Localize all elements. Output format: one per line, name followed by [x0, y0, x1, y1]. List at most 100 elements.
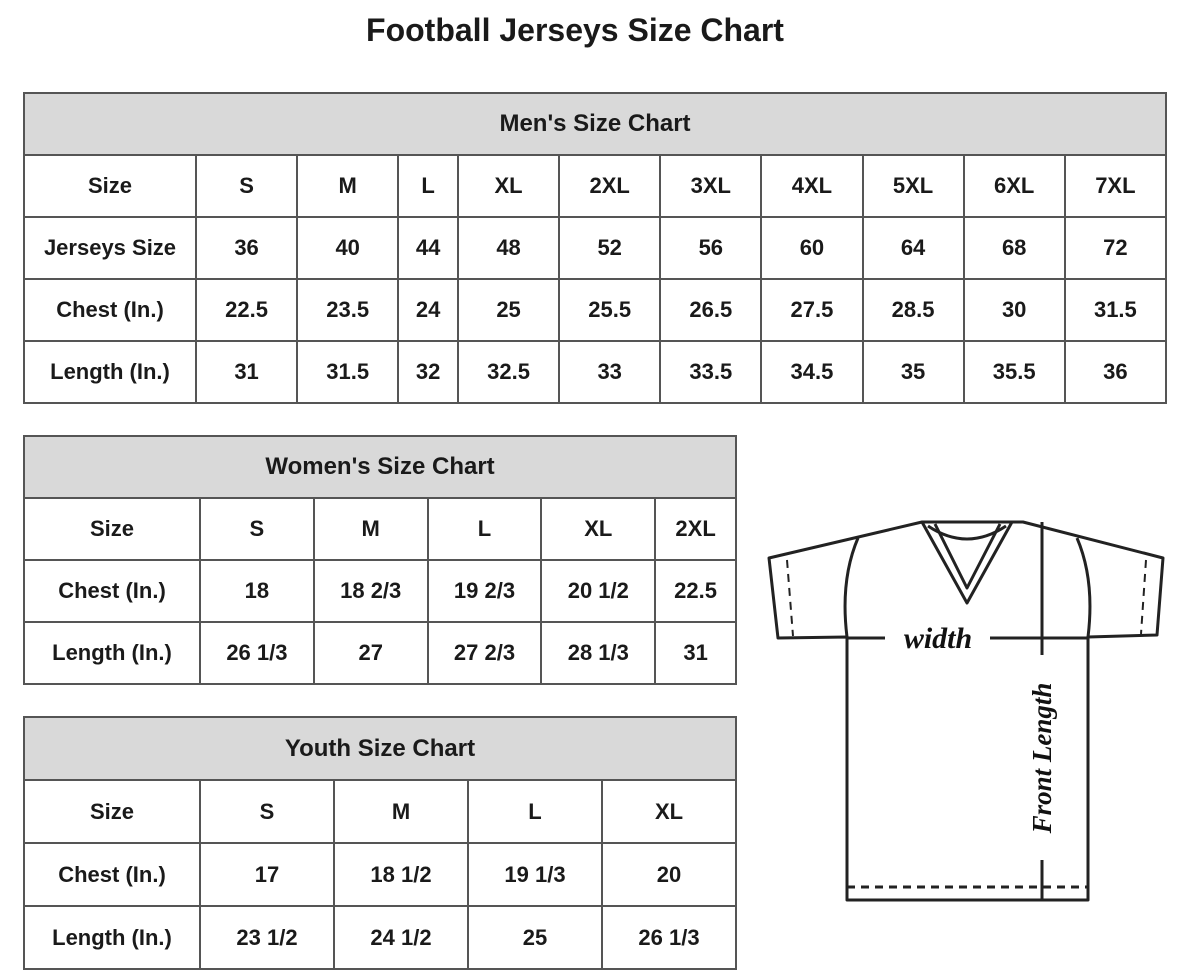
table-cell: 26 1/3 — [199, 621, 315, 685]
table-cell: M — [312, 497, 429, 561]
table-cell: 17 — [199, 842, 335, 907]
table-cell: S — [194, 154, 299, 218]
table-cell: 26.5 — [659, 278, 763, 342]
table-cell: 25 — [467, 905, 603, 970]
women-table-heading: Women's Size Chart — [23, 435, 737, 499]
row-label: Length (In.) — [23, 340, 197, 404]
table-row: Length (In.) 26 1/3 27 27 2/3 28 1/3 31 — [23, 621, 737, 685]
table-cell: 7XL — [1063, 154, 1168, 218]
page-title: Football Jerseys Size Chart — [366, 12, 784, 48]
table-cell: 20 1/2 — [540, 559, 657, 623]
table-row: Chest (In.) 22.5 23.5 24 25 25.5 26.5 27.5 28.5 3… — [23, 278, 1168, 342]
table-cell: 18 2/3 — [312, 559, 429, 623]
table-row: Chest (In.) 18 18 2/3 19 2/3 20 1/2 22.5 — [23, 559, 737, 623]
shirt-outline — [767, 520, 1165, 902]
womens-size-table: Women's Size Chart Size S M L XL 2XL Chest (In.… — [23, 435, 737, 685]
row-label: Size — [23, 497, 201, 561]
table-cell: XL — [540, 497, 657, 561]
table-cell: 22.5 — [654, 559, 737, 623]
table-cell: L — [397, 154, 459, 218]
table-cell: M — [333, 779, 469, 844]
table-cell: 30 — [962, 278, 1066, 342]
table-cell: 35.5 — [962, 340, 1066, 404]
table-row: Jerseys Size 36 40 44 48 52 56 60 64 68 72 — [23, 216, 1168, 280]
mens-size-table: Men's Size Chart Size S M L XL 2XL 3XL 4XL 5XL 6XL… — [23, 92, 1168, 404]
row-label: Chest (In.) — [23, 842, 201, 907]
table-cell: 20 — [601, 842, 737, 907]
table-cell: 25 — [456, 278, 561, 342]
table-row: Length (In.) 23 1/2 24 1/2 25 26 1/3 — [23, 905, 737, 970]
front-length-label: Front Length — [1027, 683, 1057, 835]
table-cell: 33.5 — [659, 340, 763, 404]
table-row: Length (In.) 31 31.5 32 32.5 33 33.5 34.5 35 35.5… — [23, 340, 1168, 404]
table-cell: 31.5 — [296, 340, 400, 404]
table-cell: 6XL — [962, 154, 1066, 218]
table-cell: L — [467, 779, 603, 844]
table-cell: 23.5 — [296, 278, 400, 342]
table-cell: 31.5 — [1063, 278, 1168, 342]
table-cell: 56 — [659, 216, 763, 280]
row-label: Length (In.) — [23, 621, 201, 685]
table-cell: 25.5 — [558, 278, 662, 342]
youth-table-heading: Youth Size Chart — [23, 716, 737, 781]
table-cell: XL — [456, 154, 561, 218]
row-label: Size — [23, 154, 197, 218]
men-table-heading: Men's Size Chart — [23, 92, 1167, 156]
width-label: width — [904, 622, 972, 655]
table-cell: 2XL — [558, 154, 662, 218]
right-sleeve-seam — [1140, 559, 1147, 635]
left-armhole — [843, 537, 860, 638]
table-cell: 19 1/3 — [467, 842, 603, 907]
table-cell: 52 — [558, 216, 662, 280]
jersey-measurement-diagram: width Front Length — [767, 520, 1165, 902]
table-cell: 40 — [296, 216, 400, 280]
table-cell: 32 — [397, 340, 459, 404]
row-label: Size — [23, 779, 201, 844]
table-cell: 5XL — [861, 154, 965, 218]
table-row: Chest (In.) 17 18 1/2 19 1/3 20 — [23, 842, 737, 907]
table-cell: 24 1/2 — [333, 905, 469, 970]
table-cell: 19 2/3 — [426, 559, 543, 623]
table-cell: 44 — [397, 216, 459, 280]
table-cell: 60 — [760, 216, 864, 280]
table-cell: S — [199, 779, 335, 844]
right-armhole — [1075, 537, 1092, 638]
table-cell: 36 — [194, 216, 299, 280]
table-cell: 36 — [1063, 340, 1168, 404]
youth-size-table: Youth Size Chart Size S M L XL Chest (In.) 17 18… — [23, 716, 737, 970]
table-cell: 68 — [962, 216, 1066, 280]
neckline — [927, 524, 1007, 541]
table-cell: 31 — [194, 340, 299, 404]
table-cell: 32.5 — [456, 340, 561, 404]
table-cell: 31 — [654, 621, 737, 685]
row-label: Chest (In.) — [23, 559, 201, 623]
table-cell: 28.5 — [861, 278, 965, 342]
table-cell: 26 1/3 — [601, 905, 737, 970]
table-cell: 23 1/2 — [199, 905, 335, 970]
table-cell: 18 — [199, 559, 315, 623]
table-cell: S — [199, 497, 315, 561]
table-cell: 33 — [558, 340, 662, 404]
table-cell: 34.5 — [760, 340, 864, 404]
table-cell: 27.5 — [760, 278, 864, 342]
table-row: Size S M L XL 2XL 3XL 4XL 5XL 6XL 7XL — [23, 154, 1168, 218]
row-label: Jerseys Size — [23, 216, 197, 280]
table-cell: 48 — [456, 216, 561, 280]
table-cell: 64 — [861, 216, 965, 280]
table-row: Size S M L XL 2XL — [23, 497, 737, 561]
collar-inner — [933, 523, 1002, 590]
table-cell: 27 — [312, 621, 429, 685]
table-cell: 2XL — [654, 497, 737, 561]
table-cell: 22.5 — [194, 278, 299, 342]
row-label: Length (In.) — [23, 905, 201, 970]
row-label: Chest (In.) — [23, 278, 197, 342]
table-cell: L — [426, 497, 543, 561]
table-cell: XL — [601, 779, 737, 844]
table-cell: 18 1/2 — [333, 842, 469, 907]
table-cell: 27 2/3 — [426, 621, 543, 685]
table-cell: 24 — [397, 278, 459, 342]
table-cell: 28 1/3 — [540, 621, 657, 685]
table-cell: 35 — [861, 340, 965, 404]
table-cell: 3XL — [659, 154, 763, 218]
table-cell: 4XL — [760, 154, 864, 218]
